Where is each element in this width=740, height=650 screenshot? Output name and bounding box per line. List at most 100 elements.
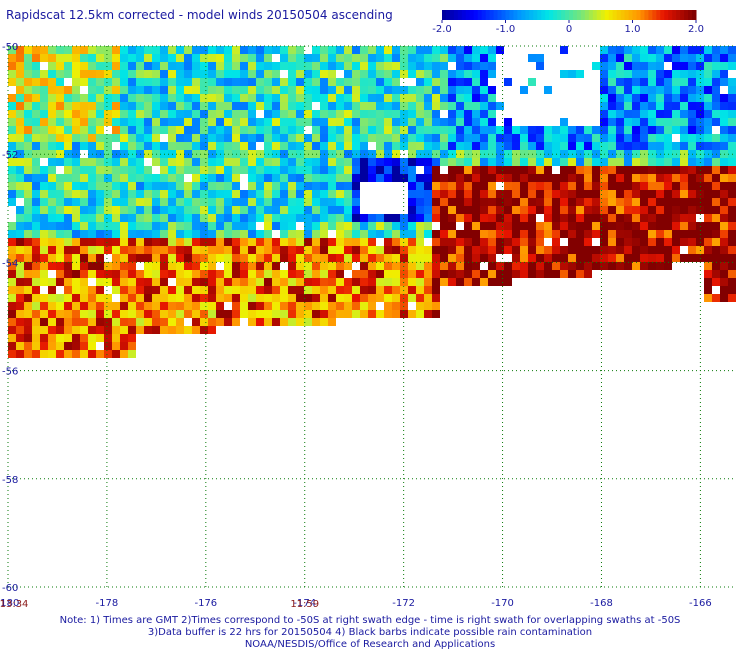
heatmap-cell: [728, 286, 736, 294]
heatmap-cell: [120, 86, 128, 94]
heatmap-cell: [168, 230, 176, 238]
heatmap-cell: [184, 222, 192, 230]
heatmap-cell: [600, 86, 608, 94]
heatmap-cell: [88, 158, 96, 166]
heatmap-cell: [280, 318, 288, 326]
heatmap-cell: [80, 254, 88, 262]
heatmap-cell: [48, 78, 56, 86]
heatmap-cell: [48, 118, 56, 126]
heatmap-cell: [536, 166, 544, 174]
heatmap-cell: [328, 198, 336, 206]
heatmap-cell: [456, 278, 464, 286]
heatmap-cell: [192, 222, 200, 230]
heatmap-cell: [608, 142, 616, 150]
heatmap-cell: [152, 262, 160, 270]
heatmap-cell: [376, 246, 384, 254]
heatmap-cell: [272, 78, 280, 86]
heatmap-cell: [520, 246, 528, 254]
heatmap-cell: [680, 86, 688, 94]
heatmap-cell: [264, 294, 272, 302]
heatmap-cell: [632, 46, 640, 54]
heatmap-cell: [520, 86, 528, 94]
heatmap-cell: [88, 214, 96, 222]
heatmap-cell: [592, 222, 600, 230]
heatmap-cell: [24, 326, 32, 334]
heatmap-cell: [688, 118, 696, 126]
heatmap-cell: [152, 70, 160, 78]
heatmap-cell: [624, 246, 632, 254]
heatmap-cell: [632, 182, 640, 190]
heatmap-cell: [568, 166, 576, 174]
heatmap-cell: [176, 86, 184, 94]
heatmap-cell: [328, 142, 336, 150]
heatmap-cell: [464, 238, 472, 246]
heatmap-cell: [136, 278, 144, 286]
heatmap-cell: [152, 174, 160, 182]
heatmap-cell: [280, 86, 288, 94]
heatmap-cell: [312, 222, 320, 230]
heatmap-cell: [448, 262, 456, 270]
heatmap-cell: [112, 78, 120, 86]
heatmap-cell: [136, 102, 144, 110]
heatmap-cell: [32, 190, 40, 198]
heatmap-cell: [144, 222, 152, 230]
heatmap-cell: [112, 230, 120, 238]
heatmap-cell: [232, 158, 240, 166]
heatmap-cell: [360, 254, 368, 262]
heatmap-cell: [392, 238, 400, 246]
heatmap-cell: [432, 118, 440, 126]
heatmap-cell: [128, 78, 136, 86]
heatmap-cell: [600, 126, 608, 134]
heatmap-cell: [224, 286, 232, 294]
heatmap-cell: [96, 134, 104, 142]
heatmap-cell: [680, 198, 688, 206]
heatmap-cell: [496, 238, 504, 246]
heatmap-cell: [360, 222, 368, 230]
heatmap-cell: [720, 238, 728, 246]
heatmap-cell: [56, 350, 64, 358]
heatmap-cell: [480, 222, 488, 230]
colorbar-segment: [545, 10, 550, 20]
heatmap-cell: [368, 78, 376, 86]
heatmap-cell: [672, 118, 680, 126]
heatmap-cell: [112, 302, 120, 310]
heatmap-cell: [464, 134, 472, 142]
heatmap-cell: [456, 190, 464, 198]
heatmap-cell: [352, 286, 360, 294]
heatmap-cell: [352, 206, 360, 214]
heatmap-cell: [376, 230, 384, 238]
heatmap-cell: [256, 198, 264, 206]
heatmap-cell: [440, 54, 448, 62]
heatmap-cell: [432, 62, 440, 70]
heatmap-cell: [560, 142, 568, 150]
heatmap-cell: [464, 158, 472, 166]
heatmap-cell: [488, 62, 496, 70]
heatmap-cell: [144, 126, 152, 134]
heatmap-cell: [144, 206, 152, 214]
heatmap-cell: [584, 158, 592, 166]
heatmap-cell: [328, 270, 336, 278]
heatmap-cell: [96, 158, 104, 166]
heatmap-cell: [176, 206, 184, 214]
heatmap-cell: [360, 230, 368, 238]
heatmap-cell: [104, 94, 112, 102]
heatmap-cell: [128, 270, 136, 278]
heatmap-cell: [728, 54, 736, 62]
heatmap-cell: [464, 214, 472, 222]
heatmap-cell: [232, 278, 240, 286]
heatmap-cell: [640, 182, 648, 190]
heatmap-cell: [8, 302, 16, 310]
heatmap-cell: [208, 94, 216, 102]
heatmap-cell: [688, 86, 696, 94]
heatmap-cell: [64, 342, 72, 350]
heatmap-cell: [88, 78, 96, 86]
heatmap-cell: [80, 230, 88, 238]
heatmap-cell: [40, 46, 48, 54]
heatmap-cell: [304, 54, 312, 62]
heatmap-cell: [120, 46, 128, 54]
heatmap-cell: [184, 142, 192, 150]
heatmap-cell: [8, 166, 16, 174]
heatmap-cell: [120, 326, 128, 334]
heatmap-cell: [304, 70, 312, 78]
heatmap-cell: [336, 254, 344, 262]
